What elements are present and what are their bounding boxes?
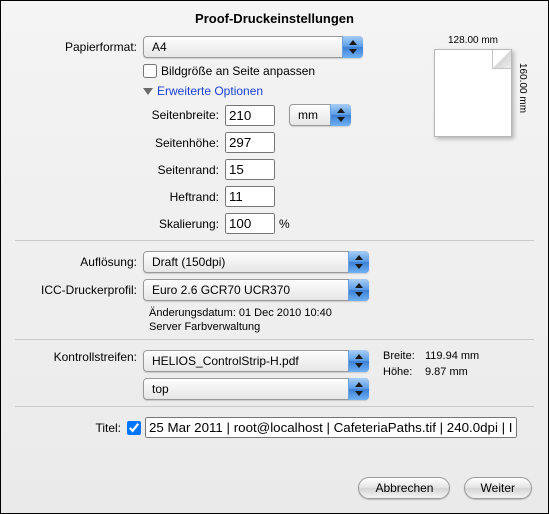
resolution-select[interactable]: Draft (150dpi) — [143, 251, 369, 273]
control-strip-file-select[interactable]: HELIOS_ControlStrip-H.pdf — [143, 350, 369, 372]
paper-format-select[interactable]: A4 — [143, 36, 363, 58]
icc-profile-label: ICC-Druckerprofil: — [15, 283, 143, 297]
fit-image-checkbox[interactable] — [143, 64, 157, 78]
page-height-label: Seitenhöhe: — [15, 136, 225, 150]
cancel-button[interactable]: Abbrechen — [358, 477, 450, 499]
continue-button[interactable]: Weiter — [464, 477, 532, 499]
separator-3 — [15, 406, 534, 407]
paper-height-label: 160.00 mm — [517, 63, 528, 113]
control-strip-position-select[interactable]: top — [143, 378, 369, 400]
paper-icon — [434, 49, 512, 137]
gutter-input[interactable] — [225, 186, 275, 207]
paper-preview: 128.00 mm 160.00 mm — [434, 35, 524, 135]
page-margin-input[interactable] — [225, 159, 275, 180]
paper-format-label: Papierformat: — [15, 40, 143, 54]
resolution-label: Auflösung: — [15, 255, 143, 269]
page-height-input[interactable] — [225, 132, 275, 153]
icc-mod-date: Änderungsdatum: 01 Dec 2010 10:40 — [149, 307, 534, 319]
separator-2 — [15, 339, 534, 340]
paper-width-label: 128.00 mm — [434, 35, 512, 46]
control-strip-label: Kontrollstreifen: — [15, 350, 143, 364]
gutter-label: Heftrand: — [15, 190, 225, 204]
dialog-title: Proof-Druckeinstellungen — [15, 11, 534, 26]
separator — [15, 240, 534, 241]
advanced-options-toggle[interactable]: Erweiterte Optionen — [157, 84, 263, 98]
fit-image-label: Bildgröße an Seite anpassen — [161, 64, 315, 78]
control-strip-dimensions: Breite:119.94 mm Höhe:9.87 mm — [383, 350, 479, 382]
title-checkbox[interactable] — [127, 421, 141, 435]
page-width-input[interactable] — [225, 105, 275, 126]
unit-select[interactable]: mm — [289, 104, 351, 126]
icc-server-line: Server Farbverwaltung — [149, 321, 534, 333]
page-margin-label: Seitenrand: — [15, 163, 225, 177]
page-width-label: Seitenbreite: — [15, 108, 225, 122]
icc-profile-select[interactable]: Euro 2.6 GCR70 UCR370 — [143, 279, 369, 301]
scale-label: Skalierung: — [15, 217, 225, 231]
proof-print-settings-dialog: Proof-Druckeinstellungen 128.00 mm 160.0… — [0, 0, 549, 514]
title-input[interactable] — [145, 417, 517, 438]
title-field-label: Titel: — [15, 421, 127, 435]
disclosure-triangle-icon[interactable] — [143, 88, 153, 95]
scale-input[interactable] — [225, 213, 275, 234]
scale-suffix: % — [279, 217, 290, 231]
